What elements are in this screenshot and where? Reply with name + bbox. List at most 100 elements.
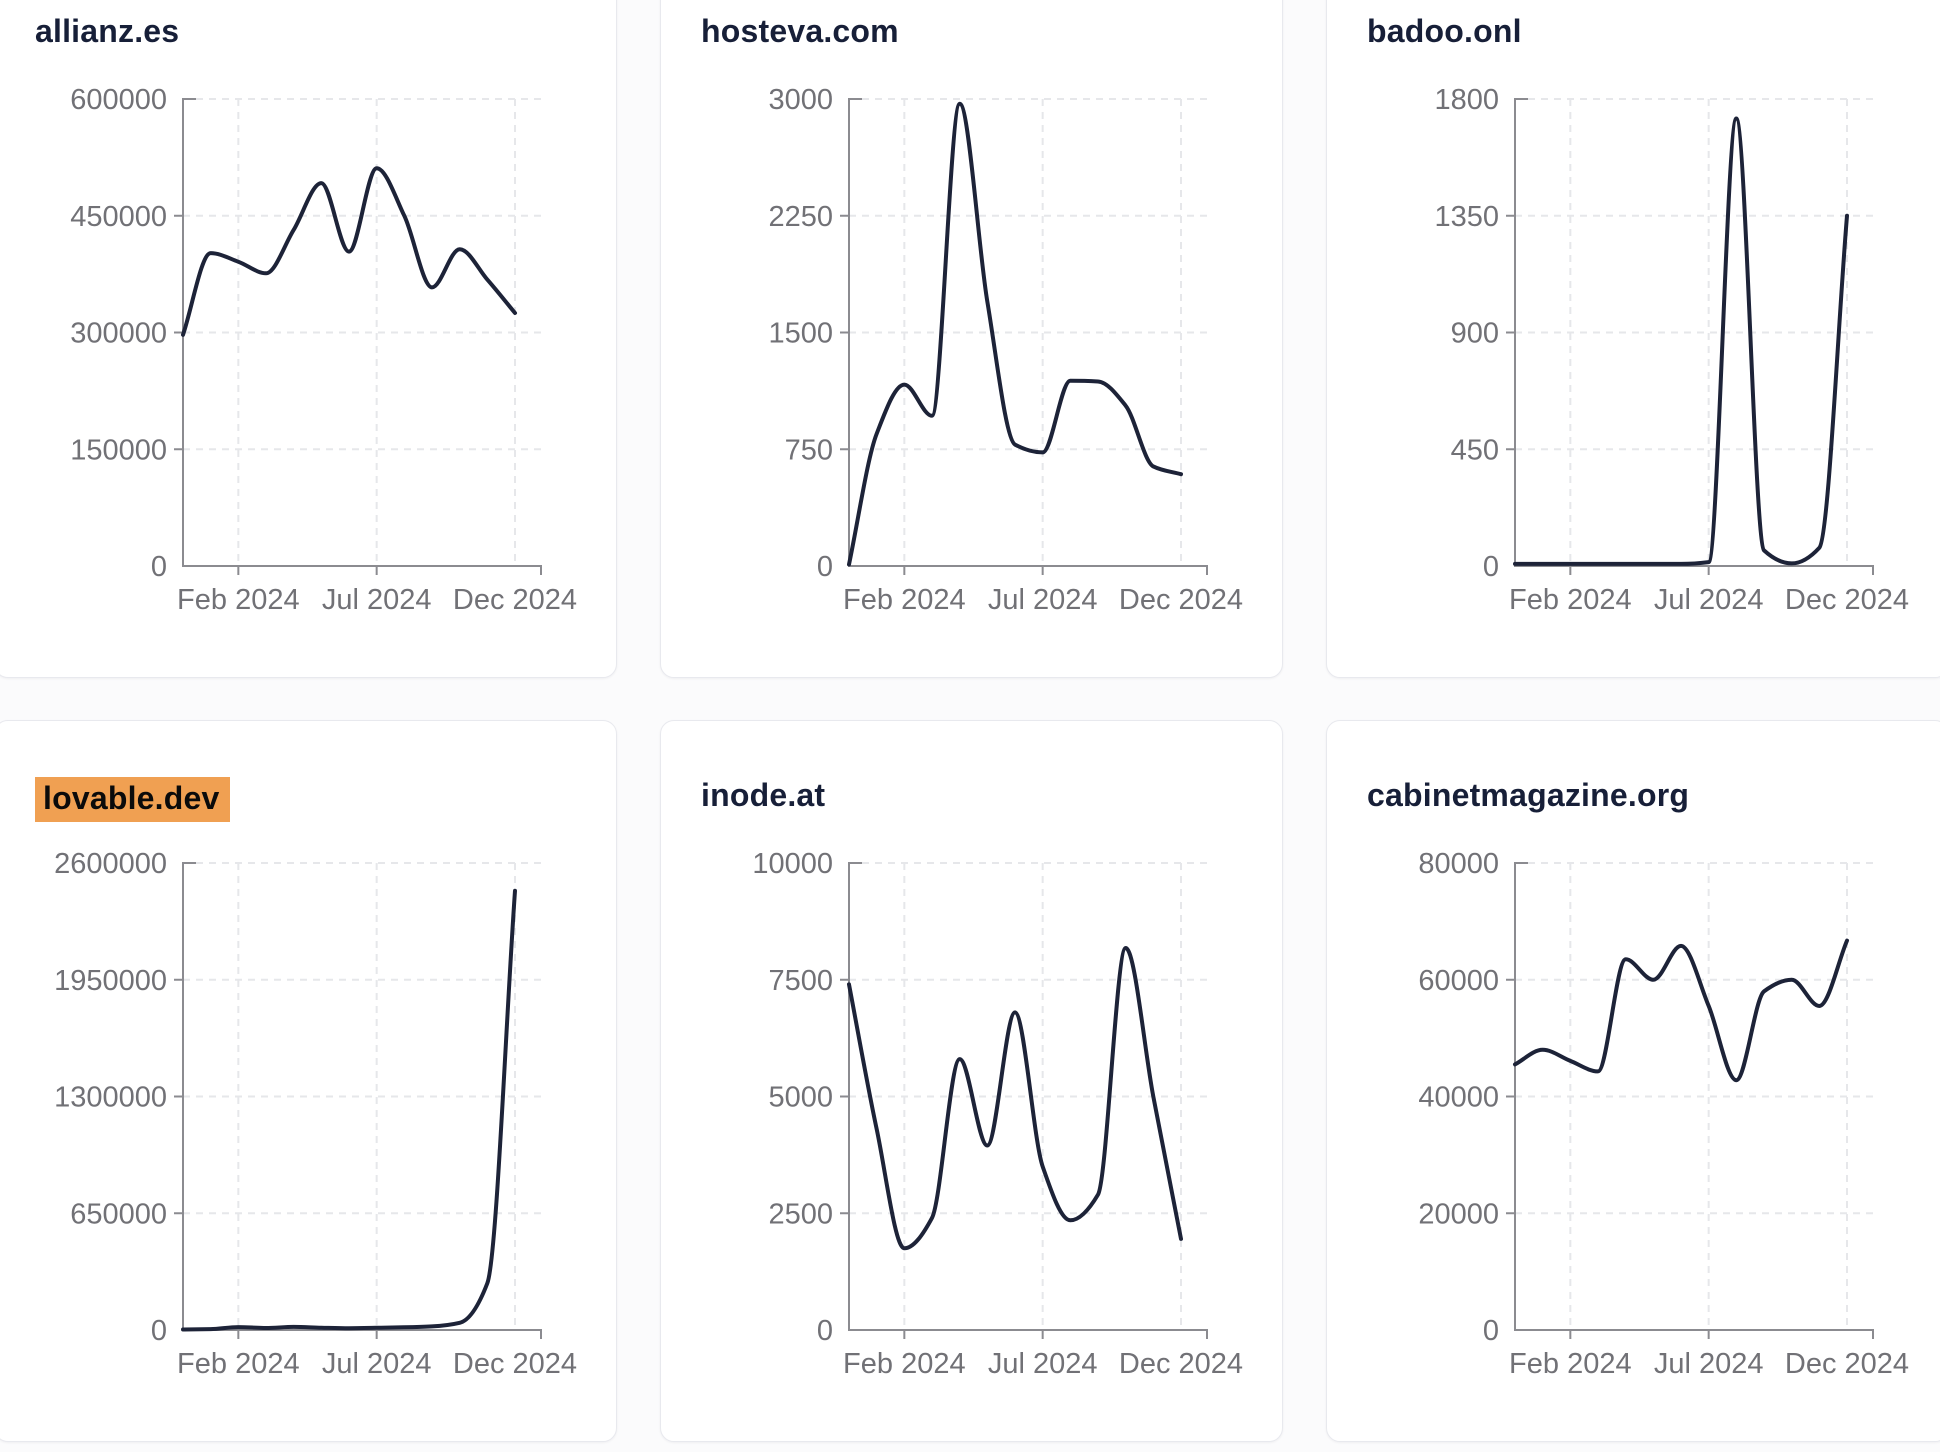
y-tick-label: 3000: [768, 84, 833, 116]
y-tick-label: 300000: [70, 318, 167, 350]
y-tick-label: 10000: [752, 848, 833, 880]
y-tick-label: 1800: [1434, 84, 1499, 116]
series-line: [847, 101, 1183, 567]
y-tick-label: 7500: [768, 965, 833, 997]
y-axis-labels: 0 2500 5000 7500 10000: [752, 848, 833, 1347]
x-tick-label: Feb 2024: [177, 584, 300, 616]
y-tick-label: 5000: [768, 1082, 833, 1114]
x-axis-labels: Feb 2024 Jul 2024 Dec 2024: [843, 1348, 1243, 1380]
chart-title: inode.at: [661, 721, 1282, 814]
chart-title-text: allianz.es: [35, 13, 180, 49]
x-tick-label: Dec 2024: [1785, 584, 1909, 616]
gridlines: [849, 98, 1207, 566]
line-chart: 0 450 900 1350 1800 Feb 2024 Jul 2024 Dec 2024: [1434, 84, 1909, 616]
y-tick-label: 150000: [70, 434, 167, 466]
gridlines: [183, 862, 541, 1330]
x-tick-label: Feb 2024: [1509, 584, 1632, 616]
axes: [174, 98, 542, 575]
gridlines: [1515, 862, 1873, 1330]
axes: [840, 862, 1208, 1339]
x-tick-label: Jul 2024: [1654, 584, 1764, 616]
chart-card: allianz.es 0 150000 300000 450000 600000 Feb …: [0, 0, 617, 678]
chart-title-text: cabinetmagazine.org: [1367, 777, 1690, 813]
chart-card: inode.at 0 2500 5000 7500 10000 Feb 2024 Jul 2…: [660, 720, 1283, 1442]
y-tick-label: 0: [1483, 1315, 1499, 1347]
series-line: [847, 946, 1183, 1251]
x-tick-label: Dec 2024: [1119, 584, 1243, 616]
y-tick-label: 40000: [1418, 1082, 1499, 1114]
chart-title: lovable.dev: [0, 721, 616, 822]
x-tick-label: Jul 2024: [988, 584, 1098, 616]
y-tick-label: 0: [817, 1315, 833, 1347]
chart-title-text: badoo.onl: [1367, 13, 1522, 49]
series-line: [181, 888, 517, 1332]
chart-card: hosteva.com 0 750 1500 2250 3000 Feb 2024 Jul …: [660, 0, 1283, 678]
x-tick-label: Jul 2024: [322, 1348, 432, 1380]
chart-card: badoo.onl 0 450 900 1350 1800 Feb 2024 Jul 202…: [1326, 0, 1940, 678]
y-tick-label: 0: [817, 551, 833, 583]
x-tick-label: Jul 2024: [1654, 1348, 1764, 1380]
x-tick-label: Dec 2024: [1119, 1348, 1243, 1380]
line-chart: 0 650000 1300000 1950000 2600000 Feb 2024 Jul …: [54, 848, 577, 1380]
chart-title: allianz.es: [0, 0, 616, 50]
x-tick-label: Dec 2024: [453, 584, 577, 616]
chart-title-text: inode.at: [701, 777, 826, 813]
line-chart: 0 2500 5000 7500 10000 Feb 2024 Jul 2024 Dec 20…: [752, 848, 1243, 1380]
y-tick-label: 1500: [768, 318, 833, 350]
chart-title-text: lovable.dev: [35, 777, 230, 822]
series-line: [1513, 116, 1849, 566]
y-tick-label: 1950000: [54, 965, 167, 997]
x-axis-labels: Feb 2024 Jul 2024 Dec 2024: [177, 1348, 577, 1380]
chart-title-text: hosteva.com: [701, 13, 899, 49]
y-axis-labels: 0 20000 40000 60000 80000: [1418, 848, 1499, 1347]
y-tick-label: 2250: [768, 201, 833, 233]
axes: [1506, 862, 1874, 1339]
y-tick-label: 1350: [1434, 201, 1499, 233]
y-tick-label: 650000: [70, 1198, 167, 1230]
line-chart: 0 20000 40000 60000 80000 Feb 2024 Jul 2024 Dec…: [1418, 848, 1909, 1380]
y-tick-label: 750: [785, 434, 833, 466]
y-tick-label: 2600000: [54, 848, 167, 880]
x-tick-label: Feb 2024: [843, 584, 966, 616]
chart-title: cabinetmagazine.org: [1327, 721, 1940, 814]
x-tick-label: Jul 2024: [988, 1348, 1098, 1380]
y-axis-labels: 0 750 1500 2250 3000: [768, 84, 833, 583]
y-tick-label: 60000: [1418, 965, 1499, 997]
y-tick-label: 0: [151, 1315, 167, 1347]
x-tick-label: Feb 2024: [843, 1348, 966, 1380]
x-tick-label: Dec 2024: [1785, 1348, 1909, 1380]
y-tick-label: 600000: [70, 84, 167, 116]
x-axis-labels: Feb 2024 Jul 2024 Dec 2024: [177, 584, 577, 616]
x-axis-labels: Feb 2024 Jul 2024 Dec 2024: [843, 584, 1243, 616]
gridlines: [183, 98, 541, 566]
y-tick-label: 0: [1483, 551, 1499, 583]
chart-card: lovable.dev 0 650000 1300000 1950000 2600000…: [0, 720, 617, 1442]
y-tick-label: 450: [1451, 434, 1499, 466]
series-line: [1513, 938, 1849, 1083]
chart-title: hosteva.com: [661, 0, 1282, 50]
axes: [1506, 98, 1874, 575]
gridlines: [1515, 98, 1873, 566]
axes: [840, 98, 1208, 575]
x-axis-labels: Feb 2024 Jul 2024 Dec 2024: [1509, 1348, 1909, 1380]
y-tick-label: 1300000: [54, 1082, 167, 1114]
chart-title: badoo.onl: [1327, 0, 1940, 50]
y-tick-label: 0: [151, 551, 167, 583]
y-tick-label: 900: [1451, 318, 1499, 350]
y-axis-labels: 0 150000 300000 450000 600000: [70, 84, 167, 583]
series-line: [181, 166, 517, 337]
y-axis-labels: 0 450 900 1350 1800: [1434, 84, 1499, 583]
y-axis-labels: 0 650000 1300000 1950000 2600000: [54, 848, 167, 1347]
y-tick-label: 2500: [768, 1198, 833, 1230]
axes: [174, 862, 542, 1339]
x-tick-label: Jul 2024: [322, 584, 432, 616]
x-axis-labels: Feb 2024 Jul 2024 Dec 2024: [1509, 584, 1909, 616]
y-tick-label: 450000: [70, 201, 167, 233]
x-tick-label: Feb 2024: [177, 1348, 300, 1380]
x-tick-label: Dec 2024: [453, 1348, 577, 1380]
chart-card: cabinetmagazine.org 0 20000 40000 60000 8000…: [1326, 720, 1940, 1442]
line-chart: 0 150000 300000 450000 600000 Feb 2024 Jul 202…: [70, 84, 577, 616]
line-chart: 0 750 1500 2250 3000 Feb 2024 Jul 2024 Dec 2024: [768, 84, 1243, 616]
x-tick-label: Feb 2024: [1509, 1348, 1632, 1380]
